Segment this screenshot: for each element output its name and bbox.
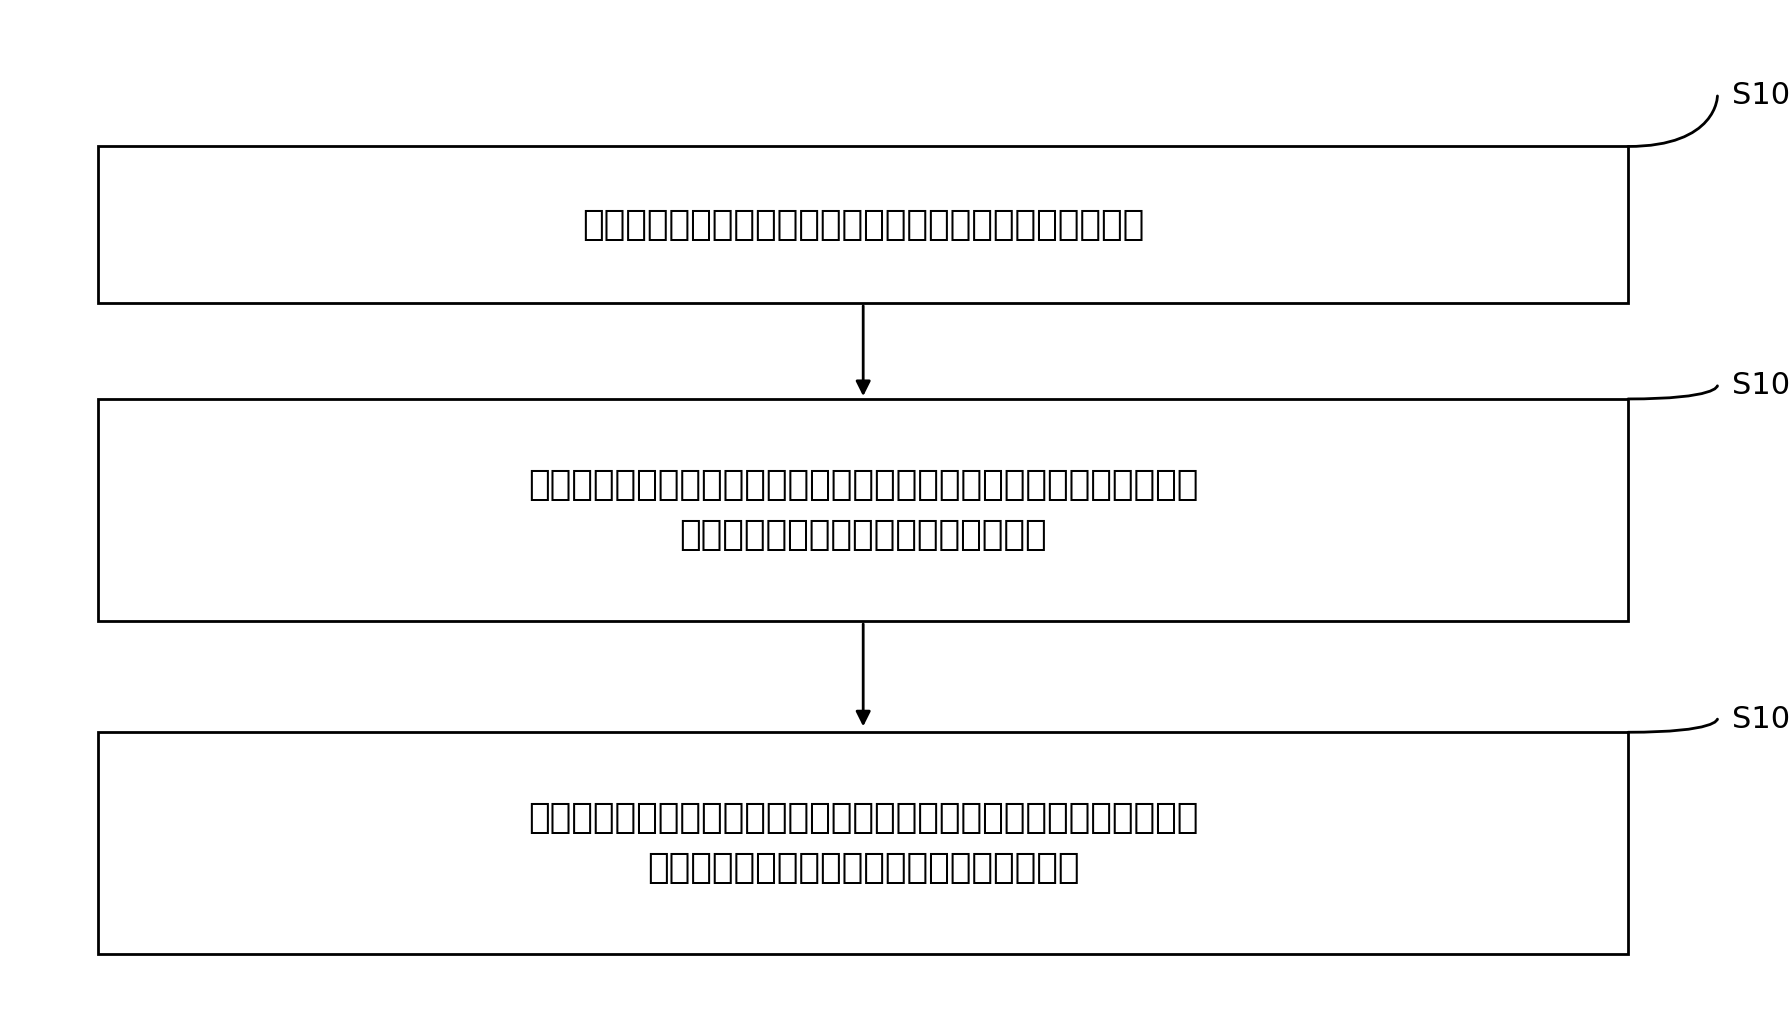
Bar [98, 399, 1628, 621]
Text: S103: S103 [1732, 705, 1789, 733]
Text: 采集对应的集群数据，分析所述集群数据得到数据分析结果: 采集对应的集群数据，分析所述集群数据得到数据分析结果 [581, 208, 1145, 241]
Bar [98, 146, 1628, 303]
Text: 发送所述本地持久化处理结果至对应的核心中间件，以使所述核心中间
件对所述本地持久化处理结果进行分析后输出: 发送所述本地持久化处理结果至对应的核心中间件，以使所述核心中间 件对所述本地持久… [528, 801, 1199, 886]
Text: S102: S102 [1732, 372, 1789, 400]
Text: 对所述集群数据和所述分析结果进行持久化处理得到本地持久化处理结
果，将本地持久化处理结果存入数据库: 对所述集群数据和所述分析结果进行持久化处理得到本地持久化处理结 果，将本地持久化… [528, 468, 1199, 552]
Text: S101: S101 [1732, 82, 1789, 110]
Bar [98, 732, 1628, 954]
